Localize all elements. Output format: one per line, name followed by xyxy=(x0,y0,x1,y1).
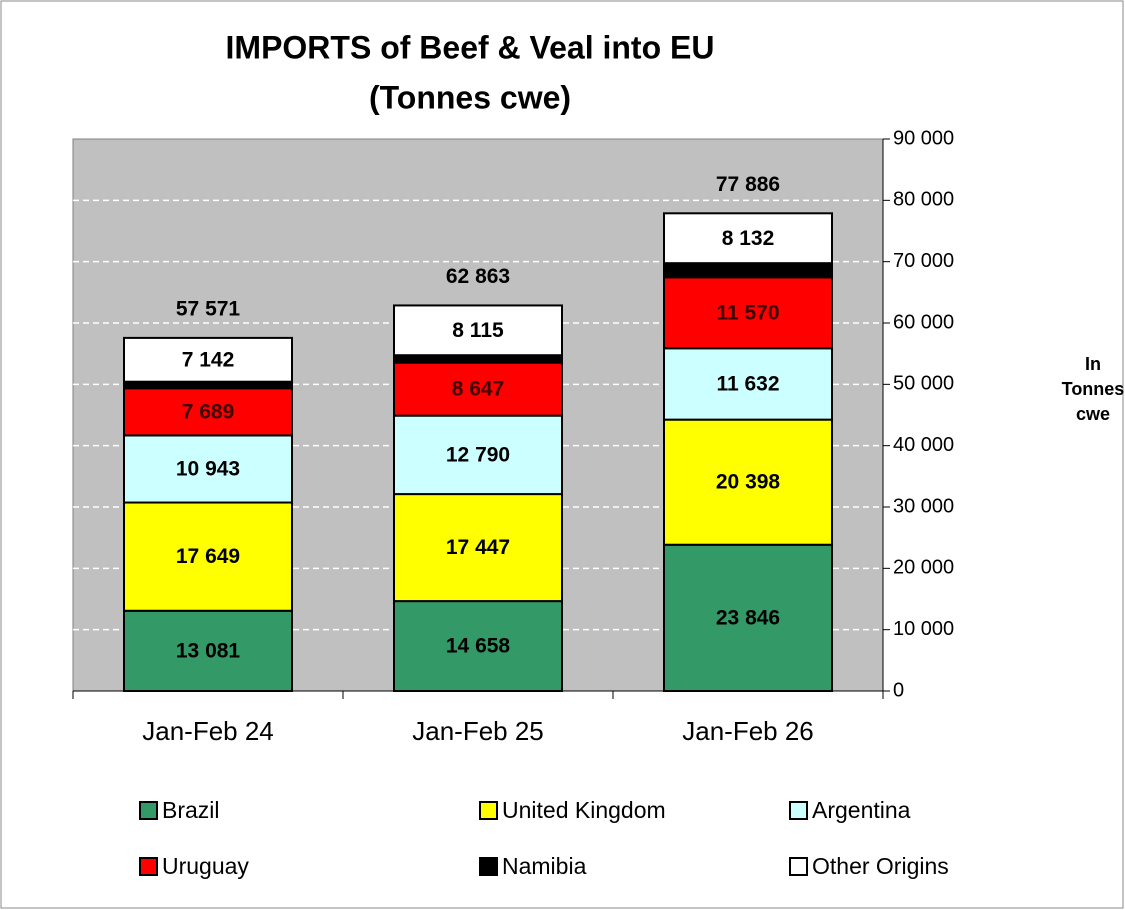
y-tick-label: 0 xyxy=(893,679,904,701)
y-tick-label: 40 000 xyxy=(893,434,954,456)
total-label: 62 863 xyxy=(446,265,510,288)
y-axis-label: In Tonnes cwe xyxy=(1061,354,1125,424)
legend-label: Brazil xyxy=(162,797,220,823)
data-label: 13 081 xyxy=(176,639,241,662)
y-tick-label: 60 000 xyxy=(893,311,954,333)
bar-segment xyxy=(663,212,833,265)
legend-label: Argentina xyxy=(812,797,911,823)
bar-segment xyxy=(663,418,833,546)
legend-swatch xyxy=(479,857,498,876)
data-label: 17 649 xyxy=(176,545,240,568)
data-label: 11 570 xyxy=(716,301,779,324)
data-label: 8 647 xyxy=(452,378,505,401)
y-tick-label: 70 000 xyxy=(893,250,954,272)
bar-segment xyxy=(123,434,293,504)
bar-segment xyxy=(663,262,833,279)
data-label: 20 398 xyxy=(716,471,781,494)
bar-segment xyxy=(393,304,563,357)
y-tick-label: 90 000 xyxy=(893,127,954,149)
total-label: 57 571 xyxy=(176,297,241,320)
bar-segment xyxy=(123,387,293,437)
legend-label: United Kingdom xyxy=(502,797,666,823)
data-label: 17 447 xyxy=(446,536,510,559)
legend-swatch xyxy=(139,801,158,820)
legend-swatch xyxy=(479,801,498,820)
bar-segment xyxy=(393,361,563,417)
bar-segment xyxy=(663,543,833,692)
bar-segment xyxy=(393,600,563,692)
y-tick-label: 50 000 xyxy=(893,373,954,395)
y-tick-label: 30 000 xyxy=(893,495,954,517)
data-label: 12 790 xyxy=(446,443,510,466)
data-label: 10 943 xyxy=(176,458,240,481)
x-tick-label: Jan-Feb 25 xyxy=(412,716,544,746)
data-label: 8 132 xyxy=(722,227,775,250)
legend-swatch xyxy=(789,801,808,820)
data-label: 11 632 xyxy=(716,373,779,396)
legend-swatch xyxy=(139,857,158,876)
chart-subtitle: (Tonnes cwe) xyxy=(369,79,571,115)
bar-segment xyxy=(663,347,833,421)
data-label: 8 115 xyxy=(452,319,504,342)
y-tick-label: 10 000 xyxy=(893,618,954,640)
legend-label: Namibia xyxy=(502,853,587,879)
data-label: 23 846 xyxy=(716,606,780,629)
x-tick-label: Jan-Feb 26 xyxy=(682,716,814,746)
bar-segment xyxy=(393,354,563,364)
total-label: 77 886 xyxy=(716,173,780,196)
x-tick-label: Jan-Feb 24 xyxy=(142,716,274,746)
bar-segment xyxy=(123,336,293,383)
y-tick-label: 20 000 xyxy=(893,557,954,579)
legend-label: Uruguay xyxy=(162,853,249,879)
data-label: 7 689 xyxy=(182,400,235,423)
chart-title: IMPORTS of Beef & Veal into EU xyxy=(226,29,715,65)
bar-segment xyxy=(393,414,563,496)
data-label: 7 142 xyxy=(182,348,235,371)
legend-swatch xyxy=(789,857,808,876)
bar-segment xyxy=(393,493,563,603)
data-label: 14 658 xyxy=(446,635,511,658)
y-tick-label: 80 000 xyxy=(893,189,954,211)
legend-label: Other Origins xyxy=(812,853,949,879)
